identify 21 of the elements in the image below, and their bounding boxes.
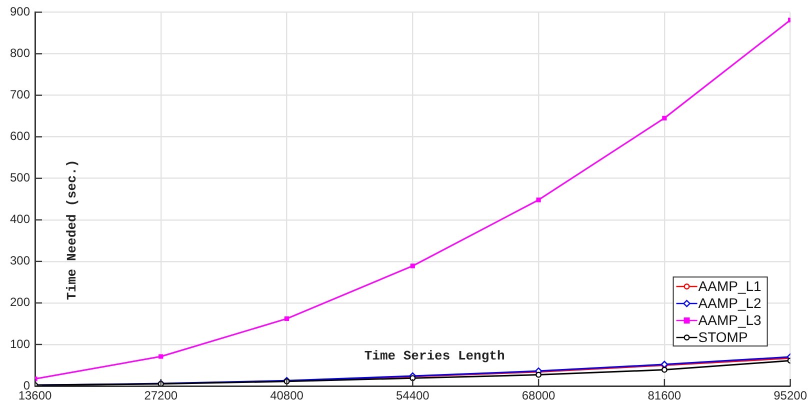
x-tick-label: 40800 <box>270 388 304 403</box>
legend-label: AAMP_L2 <box>698 294 762 311</box>
legend-label: AAMP_L3 <box>698 312 762 328</box>
y-tick-label: 700 <box>10 88 30 102</box>
y-axis-title: Time Needed (sec.) <box>64 160 80 300</box>
x-tick-label: 68000 <box>522 388 556 403</box>
y-tick-label: 500 <box>10 170 30 185</box>
y-tick-label: 200 <box>10 295 30 310</box>
y-tick-label: 800 <box>10 46 30 60</box>
y-tick-label: 300 <box>10 254 30 268</box>
y-tick-label: 400 <box>10 212 30 226</box>
x-tick-label: 27200 <box>144 388 178 403</box>
legend-label: STOMP <box>698 328 748 345</box>
legend-label: AAMP_L1 <box>698 278 762 294</box>
x-tick-label: 95200 <box>774 388 808 403</box>
x-tick-label: 81600 <box>648 388 682 403</box>
y-tick-label: 100 <box>10 336 30 351</box>
y-tick-label: 900 <box>10 4 30 19</box>
x-axis-title: Time Series Length <box>364 348 505 364</box>
y-tick-label: 600 <box>10 129 30 144</box>
x-tick-label: 54400 <box>396 388 430 403</box>
